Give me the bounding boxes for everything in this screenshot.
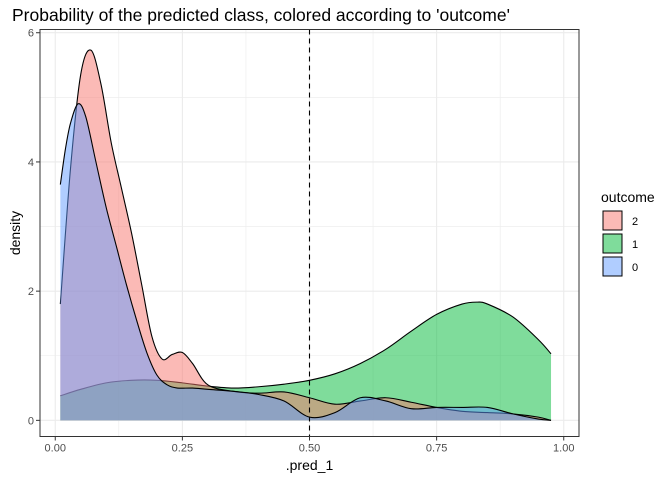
density-areas <box>59 49 552 421</box>
y-tick-label: 2 <box>28 286 34 298</box>
density-curve-outcome-0 <box>59 103 552 421</box>
y-tick-label: 4 <box>28 157 34 169</box>
chart-title: Probability of the predicted class, colo… <box>12 5 510 25</box>
x-tick-label: 0.50 <box>299 443 320 455</box>
legend-label-0: 0 <box>632 262 638 274</box>
y-axis-title: density <box>7 211 23 255</box>
x-axis: 0.00 0.25 0.50 0.75 1.00 <box>45 436 574 455</box>
legend-label-1: 1 <box>632 239 638 251</box>
legend-swatch-0 <box>602 256 623 277</box>
legend-swatch-2 <box>602 210 623 231</box>
x-axis-title: .pred_1 <box>286 457 334 473</box>
x-tick-label: 1.00 <box>553 443 574 455</box>
legend: outcome 2 1 0 <box>601 189 655 277</box>
y-axis: 0 2 4 6 <box>28 28 40 427</box>
legend-title: outcome <box>601 189 655 205</box>
x-tick-label: 0.25 <box>172 443 193 455</box>
x-tick-label: 0.00 <box>45 443 66 455</box>
y-tick-label: 6 <box>28 28 34 40</box>
y-tick-label: 0 <box>28 415 34 427</box>
legend-label-2: 2 <box>632 216 638 228</box>
x-tick-label: 0.75 <box>426 443 447 455</box>
legend-swatch-1 <box>602 233 623 254</box>
density-area-outcome-0 <box>60 103 552 421</box>
